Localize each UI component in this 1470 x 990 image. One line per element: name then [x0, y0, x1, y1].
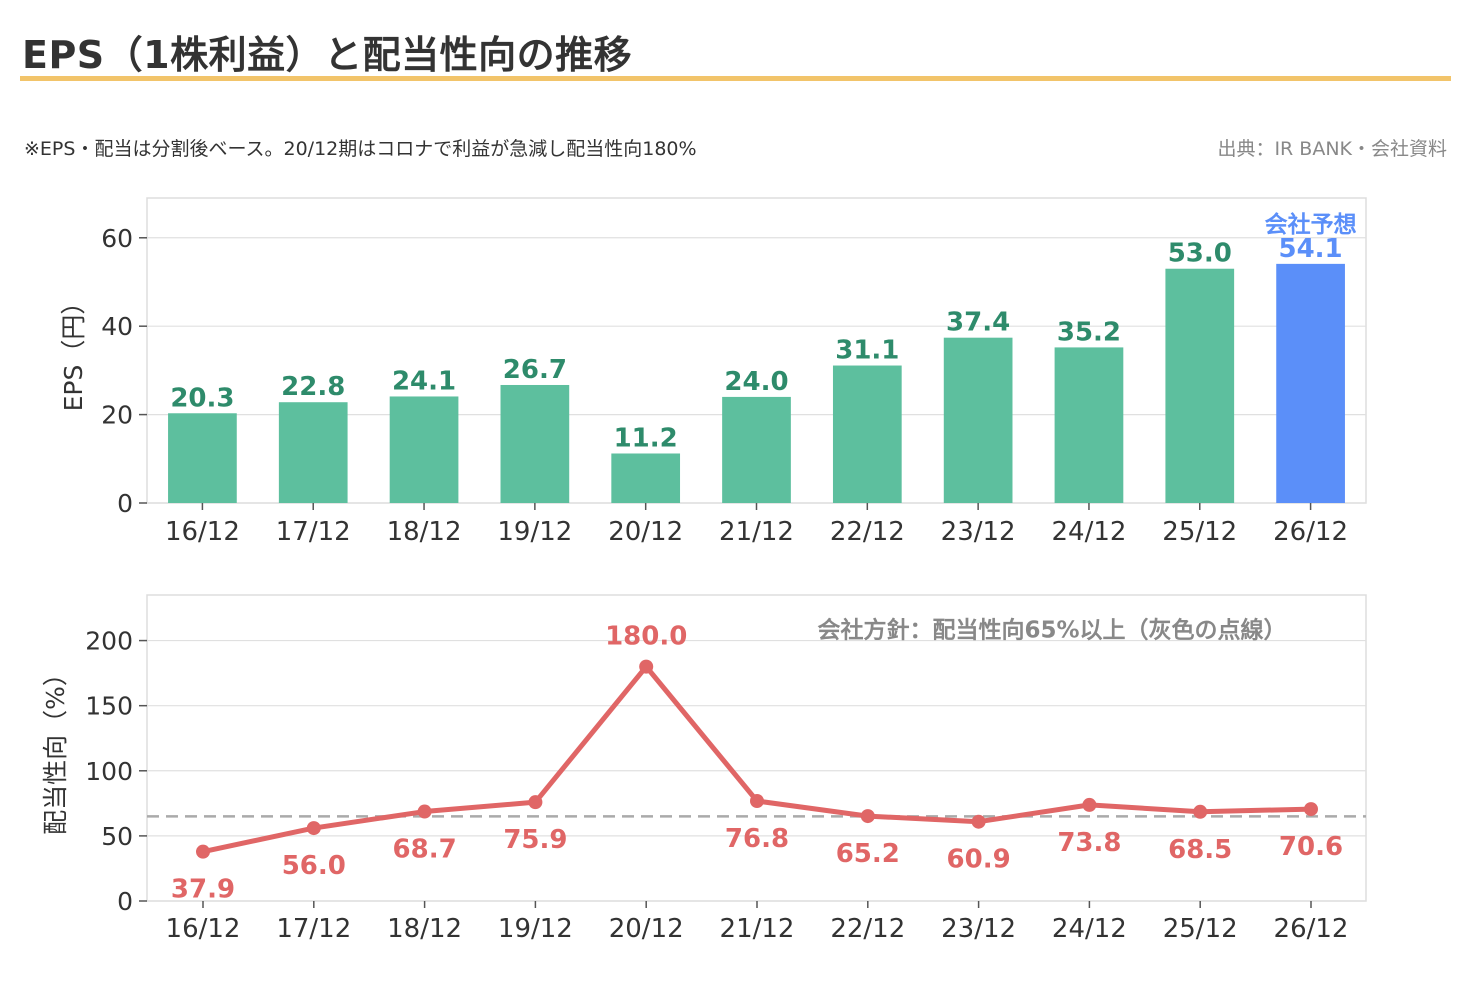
- payout-point: [860, 809, 875, 824]
- payout-x-tick-label: 22/12: [830, 914, 905, 944]
- eps-value-label: 24.1: [392, 366, 456, 396]
- payout-point: [1082, 797, 1097, 812]
- payout-x-tick-label: 18/12: [387, 914, 462, 944]
- chart-note: ※EPS・配当は分割後ベース。20/12期はコロナで利益が急減し配当性向180%: [24, 138, 697, 160]
- payout-value-label: 65.2: [836, 839, 900, 869]
- payout-x-tick-label: 21/12: [720, 914, 795, 944]
- eps-x-tick-label: 19/12: [497, 517, 572, 547]
- payout-x-tick-label: 17/12: [276, 914, 351, 944]
- eps-x-tick-label: 20/12: [608, 517, 683, 547]
- eps-bar: [168, 413, 237, 503]
- eps-y-tick-label: 40: [101, 312, 133, 341]
- source-credit: 出典：IR BANK・会社資料: [1217, 138, 1447, 160]
- eps-x-tick-label: 18/12: [387, 517, 462, 547]
- page-title: EPS（1株利益）と配当性向の推移: [22, 33, 633, 77]
- payout-x-tick-label: 16/12: [166, 914, 241, 944]
- eps-value-label: 22.8: [281, 372, 345, 402]
- payout-value-label: 76.8: [725, 824, 789, 854]
- eps-bar: [832, 365, 902, 503]
- eps-value-label: 31.1: [835, 336, 899, 366]
- eps-bar: [943, 337, 1013, 503]
- payout-point: [417, 804, 432, 819]
- eps-bar: [278, 402, 348, 503]
- payout-point: [196, 844, 210, 859]
- eps-y-tick-label: 0: [117, 489, 133, 518]
- eps-x-tick-label: 26/12: [1273, 517, 1348, 547]
- payout-value-label: 180.0: [605, 622, 687, 652]
- payout-point: [528, 795, 543, 810]
- eps-y-tick-label: 20: [101, 401, 133, 430]
- eps-bar: [1054, 347, 1124, 503]
- payout-x-tick-label: 26/12: [1274, 914, 1349, 944]
- eps-x-tick-label: 23/12: [941, 517, 1016, 547]
- payout-value-label: 37.9: [171, 875, 235, 905]
- payout-point: [1304, 802, 1318, 817]
- payout-x-tick-label: 24/12: [1052, 914, 1127, 944]
- eps-value-label: 37.4: [946, 308, 1010, 338]
- payout-point: [639, 659, 654, 674]
- eps-bar: [722, 396, 791, 503]
- payout-point: [306, 821, 321, 836]
- eps-bar: [500, 384, 570, 503]
- eps-value-label: 20.3: [170, 383, 234, 413]
- payout-point: [1193, 804, 1208, 819]
- eps-value-label: 53.0: [1168, 239, 1232, 269]
- payout-plot-frame: [146, 594, 1367, 902]
- payout-x-tick-label: 20/12: [609, 914, 684, 944]
- eps-bar: [1165, 268, 1235, 503]
- payout-y-tick-label: 150: [85, 692, 133, 721]
- eps-bar: [389, 396, 459, 503]
- payout-x-tick-label: 19/12: [498, 914, 573, 944]
- payout-value-label: 56.0: [282, 851, 346, 881]
- payout-y-tick-label: 200: [85, 627, 133, 656]
- eps-y-tick-label: 60: [101, 224, 133, 253]
- payout-y-axis-label: 配当性向（%）: [41, 661, 70, 835]
- payout-y-tick-label: 100: [85, 757, 133, 786]
- eps-value-label: 11.2: [614, 423, 678, 453]
- payout-x-tick-label: 25/12: [1163, 914, 1238, 944]
- payout-value-label: 68.7: [393, 835, 457, 865]
- eps-value-label: 24.0: [724, 367, 788, 397]
- eps-bar: [611, 453, 681, 503]
- payout-value-label: 73.8: [1057, 828, 1121, 858]
- eps-value-label: 26.7: [503, 355, 567, 385]
- title-underline: [20, 76, 1451, 81]
- payout-point: [750, 793, 764, 808]
- eps-x-tick-label: 21/12: [719, 517, 794, 547]
- eps-x-tick-label: 16/12: [165, 517, 240, 547]
- payout-value-label: 68.5: [1168, 835, 1232, 865]
- eps-value-label: 54.1: [1279, 234, 1343, 264]
- payout-y-tick-label: 50: [101, 822, 133, 851]
- payout-value-label: 70.6: [1279, 832, 1343, 862]
- payout-value-label: 60.9: [947, 845, 1011, 875]
- eps-x-tick-label: 17/12: [276, 517, 351, 547]
- eps-x-tick-label: 22/12: [830, 517, 905, 547]
- eps-value-label: 35.2: [1057, 317, 1121, 347]
- payout-value-label: 75.9: [503, 825, 567, 855]
- eps-bar-forecast: [1276, 263, 1345, 503]
- payout-x-tick-label: 23/12: [941, 914, 1016, 944]
- eps-x-tick-label: 24/12: [1051, 517, 1126, 547]
- eps-y-axis-label: EPS（円）: [59, 290, 88, 412]
- payout-y-tick-label: 0: [117, 887, 133, 916]
- forecast-annotation: 会社予想: [1265, 211, 1357, 238]
- policy-annotation: 会社方針：配当性向65%以上（灰色の点線）: [817, 617, 1286, 644]
- payout-point: [971, 814, 986, 829]
- eps-x-tick-label: 25/12: [1162, 517, 1237, 547]
